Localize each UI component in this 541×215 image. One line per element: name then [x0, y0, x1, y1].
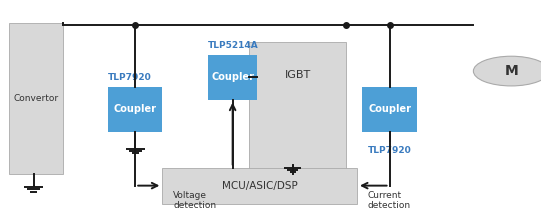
- Bar: [108, 87, 162, 132]
- Text: Coupler: Coupler: [211, 72, 254, 82]
- Bar: [249, 42, 346, 174]
- Text: IGBT: IGBT: [285, 70, 311, 80]
- Text: Current
detection: Current detection: [368, 191, 411, 210]
- Text: Coupler: Coupler: [114, 104, 157, 114]
- Text: Voltage
detection: Voltage detection: [173, 191, 216, 210]
- Circle shape: [473, 56, 541, 86]
- Bar: [162, 168, 357, 204]
- Bar: [9, 23, 63, 174]
- Bar: [362, 87, 417, 132]
- Text: MCU/ASIC/DSP: MCU/ASIC/DSP: [222, 181, 298, 191]
- Text: Coupler: Coupler: [368, 104, 411, 114]
- Text: TLP7920: TLP7920: [108, 73, 152, 82]
- Text: M: M: [504, 64, 518, 78]
- Text: TLP5214A: TLP5214A: [208, 41, 259, 50]
- Text: Convertor: Convertor: [14, 94, 59, 103]
- Text: TLP7920: TLP7920: [368, 146, 412, 155]
- Bar: [208, 55, 257, 100]
